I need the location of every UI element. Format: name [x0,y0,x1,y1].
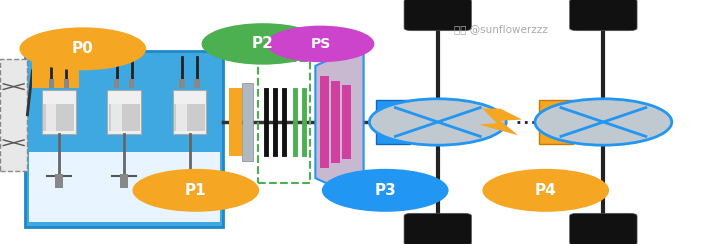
Circle shape [482,169,609,212]
Bar [109,104,140,131]
Text: PS: PS [310,37,330,51]
Bar [376,100,410,144]
Bar [120,174,128,188]
Bar [258,61,310,183]
Bar [107,90,141,134]
Bar [42,90,76,134]
Text: 知乎 @sunflowerzzz: 知乎 @sunflowerzzz [454,24,547,34]
Bar [55,174,63,188]
Bar [179,79,185,88]
Bar [194,79,199,88]
Bar [49,79,54,88]
Circle shape [19,27,146,70]
Polygon shape [479,109,522,135]
Circle shape [266,26,374,62]
Bar [111,104,122,131]
Text: P2: P2 [252,36,274,51]
Bar [29,152,220,222]
Bar [32,54,79,88]
Bar [331,81,340,163]
Circle shape [535,99,672,145]
Bar [45,104,56,131]
Text: P4: P4 [535,183,557,198]
Circle shape [132,169,259,212]
Bar [25,51,223,227]
Bar [63,79,69,88]
Bar [320,76,329,168]
Circle shape [202,23,324,65]
Text: P0: P0 [72,41,94,56]
Bar [43,104,74,131]
Bar [174,104,205,131]
Bar [186,174,194,188]
Bar [242,83,253,161]
Bar [114,79,120,88]
Bar [129,79,135,88]
Bar [342,85,351,159]
FancyBboxPatch shape [404,0,472,31]
Bar [539,100,573,144]
Text: P3: P3 [374,183,396,198]
Bar [229,88,242,156]
FancyBboxPatch shape [570,213,637,244]
Polygon shape [315,44,364,200]
Circle shape [369,99,506,145]
Bar [0,59,27,171]
FancyBboxPatch shape [404,213,472,244]
Bar [176,104,187,131]
FancyBboxPatch shape [570,0,637,31]
Circle shape [322,169,449,212]
Text: P1: P1 [185,183,207,198]
Bar [173,90,207,134]
